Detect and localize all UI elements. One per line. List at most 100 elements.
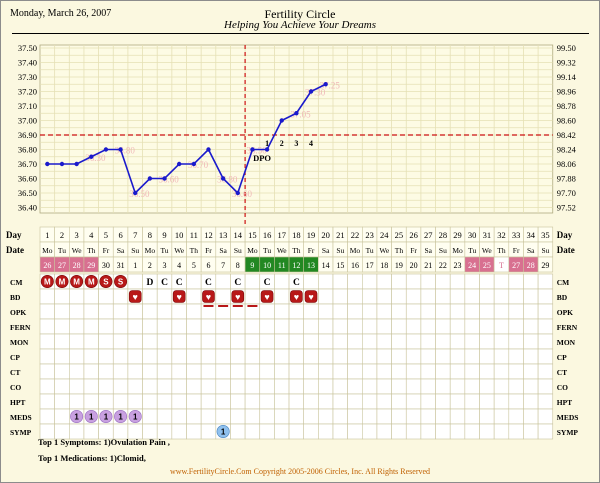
obs-cell — [186, 333, 202, 350]
obs-cell — [361, 408, 378, 425]
obs-cell — [288, 333, 304, 350]
obs-cell — [127, 363, 143, 380]
obs-cell — [288, 348, 304, 365]
obs-cell — [230, 348, 246, 365]
row-label-right: HPT — [557, 398, 572, 407]
obs-cell — [259, 378, 275, 395]
obs-cell — [54, 318, 70, 335]
obs-cell — [464, 348, 480, 365]
obs-cell — [156, 393, 173, 410]
cm-circle-label: M — [73, 278, 80, 287]
obs-cell — [83, 303, 99, 320]
obs-cell — [259, 318, 275, 335]
obs-cell — [230, 333, 246, 350]
date-label: 17 — [366, 261, 374, 270]
weekday-label: Sa — [219, 246, 227, 255]
obs-cell — [98, 348, 114, 365]
day-number: 2 — [60, 230, 64, 240]
obs-cell — [303, 393, 319, 410]
obs-cell — [435, 378, 451, 395]
obs-cell — [361, 288, 378, 305]
temperature-point — [279, 118, 284, 123]
obs-cell — [186, 423, 202, 440]
date-label: 25 — [483, 261, 491, 270]
obs-cell — [186, 378, 202, 395]
date-label: 18 — [380, 261, 388, 270]
obs-cell — [54, 408, 70, 425]
date-label: 22 — [439, 261, 447, 270]
obs-cell — [523, 288, 539, 305]
meds-circle — [84, 409, 98, 423]
obs-cell — [332, 378, 348, 395]
obs-cell — [493, 303, 510, 320]
row-label-right: BD — [557, 293, 568, 302]
top-symptoms: Top 1 Symptoms: 1)Ovulation Pain , — [38, 437, 170, 447]
obs-cell — [200, 423, 217, 440]
obs-cell — [69, 318, 85, 335]
obs-cell — [186, 288, 202, 305]
day-number: 31 — [483, 230, 492, 240]
y-tick-label-c: 37.20 — [18, 87, 37, 97]
y-tick-label-f: 97.52 — [557, 203, 576, 213]
obs-cell — [54, 333, 70, 350]
obs-cell — [171, 393, 187, 410]
obs-cell — [156, 378, 173, 395]
obs-cell — [171, 408, 187, 425]
obs-cell — [259, 303, 275, 320]
date-label: 28 — [527, 261, 535, 270]
temp-data-label: 36.30 — [85, 153, 106, 163]
obs-cell — [186, 408, 202, 425]
obs-cell — [288, 363, 304, 380]
dpo-number: 1 — [265, 139, 269, 148]
obs-cell — [435, 393, 451, 410]
obs-cell — [83, 393, 99, 410]
obs-cell — [537, 348, 554, 365]
temp-data-label: 36.60 — [159, 175, 180, 185]
y-tick-label-f: 98.42 — [557, 130, 576, 140]
temperature-line — [47, 83, 327, 195]
obs-cell — [112, 348, 129, 365]
temperature-point — [118, 147, 123, 152]
temp-data-label: 36.80 — [115, 146, 136, 156]
obs-cell — [508, 318, 524, 335]
obs-cell — [479, 348, 495, 365]
symp-circle-label: 1 — [221, 428, 226, 437]
obs-cell — [376, 288, 392, 305]
row-label-right: CT — [557, 368, 567, 377]
obs-cell — [186, 273, 202, 290]
date-label: 27 — [58, 261, 66, 270]
obs-cell — [69, 393, 85, 410]
temp-data-label: 36.50 — [129, 189, 150, 199]
obs-cell — [479, 378, 495, 395]
obs-cell — [523, 408, 539, 425]
obs-cell — [347, 423, 363, 440]
obs-cell — [376, 363, 392, 380]
obs-cell — [523, 333, 539, 350]
obs-cell — [420, 378, 436, 395]
cm-circle — [55, 274, 69, 288]
obs-cell — [69, 378, 85, 395]
obs-cell — [274, 408, 290, 425]
obs-cell — [361, 273, 378, 290]
obs-cell — [376, 303, 392, 320]
obs-cell — [39, 303, 55, 320]
obs-cell — [332, 333, 348, 350]
bd-icon — [172, 290, 186, 303]
row-label-right: FERN — [557, 323, 578, 332]
temp-data-label: 36.80 — [217, 175, 238, 185]
weekday-label: We — [482, 246, 492, 255]
obs-cell — [230, 393, 246, 410]
obs-cell — [523, 363, 539, 380]
obs-cell — [493, 318, 510, 335]
row-label: SYMP — [10, 428, 32, 437]
day-number: 14 — [234, 230, 243, 240]
obs-cell — [464, 363, 480, 380]
weekday-label: Mo — [145, 246, 156, 255]
row-label-right: CO — [557, 383, 568, 392]
obs-cell — [376, 408, 392, 425]
obs-cell — [391, 423, 407, 440]
obs-cell — [200, 348, 217, 365]
date-label: 3 — [163, 261, 167, 270]
obs-cell — [479, 423, 495, 440]
obs-cell — [464, 333, 480, 350]
